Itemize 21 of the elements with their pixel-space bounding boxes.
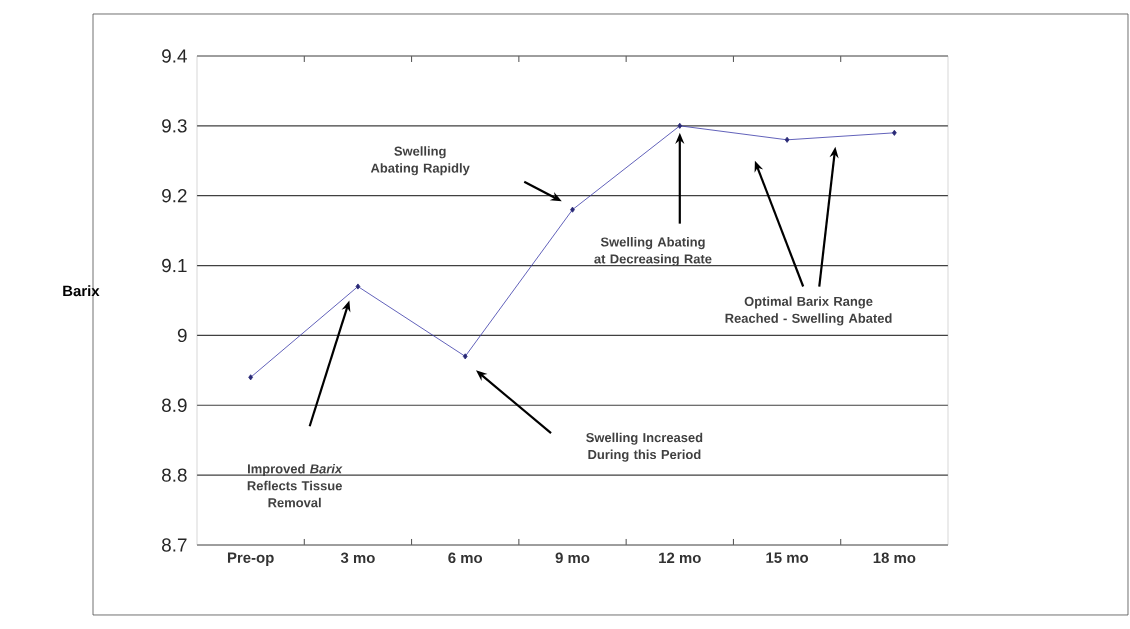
x-tick-label: 15 mo (766, 552, 809, 563)
annotation: Swelling Abating at Decreasing Rate (594, 237, 712, 267)
x-tick-label: 18 mo (873, 552, 916, 564)
x-tick-label: 9 mo (555, 552, 590, 564)
y-tick-label: 9 (177, 328, 187, 343)
x-tick-label: 6 mo (448, 552, 483, 564)
y-tick-label: 9.2 (162, 189, 187, 203)
x-tick-label: 12 mo (659, 552, 701, 564)
y-tick-label: 9.4 (162, 49, 187, 63)
y-tick-label: 9.1 (162, 258, 187, 273)
y-tick-label: 8.7 (162, 538, 187, 552)
y-tick-label: 9.3 (162, 119, 187, 133)
y-tick-label: 8.9 (162, 398, 187, 412)
y-axis-title: Barix (63, 285, 100, 297)
annotation: Improved Barix Reflects Tissue Removal (247, 463, 343, 508)
annotation: Optimal Barix Range Reached - Swelling Abated (725, 296, 892, 326)
annotation: Swelling Increased During this Period (586, 432, 703, 462)
annotation: Swelling Abating Rapidly (370, 146, 470, 176)
y-tick-label: 8.8 (162, 468, 187, 482)
x-tick-label: 3 mo (340, 552, 375, 564)
x-tick-label: Pre-op (227, 552, 274, 566)
